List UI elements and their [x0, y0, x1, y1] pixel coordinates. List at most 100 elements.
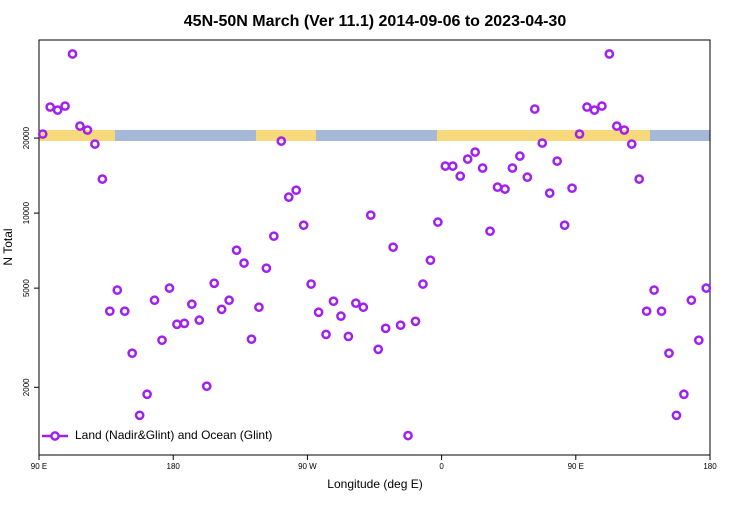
data-point: [552, 156, 563, 166]
data-point: [693, 335, 704, 346]
data-point: [209, 278, 220, 289]
x-tick-label: 0: [439, 462, 444, 471]
data-point: [597, 101, 607, 111]
data-point: [529, 104, 540, 114]
data-point: [679, 389, 689, 400]
data-point: [90, 139, 100, 149]
data-point: [45, 102, 56, 112]
x-tick-label: 90 W: [298, 462, 317, 471]
data-point: [492, 182, 503, 193]
data-point: [582, 102, 592, 112]
data-point: [82, 125, 93, 135]
data-point: [701, 283, 712, 293]
data-point: [313, 307, 324, 318]
data-point: [246, 334, 257, 345]
data-point: [186, 299, 197, 310]
legend-marker: [50, 431, 60, 441]
y-tick-label: 2000: [22, 378, 31, 396]
data-point: [440, 161, 451, 171]
data-point: [447, 161, 458, 171]
data-point: [671, 410, 682, 421]
data-point: [224, 295, 234, 306]
data-point: [567, 183, 577, 194]
data-point: [328, 296, 339, 307]
data-point: [261, 263, 272, 274]
data-point: [500, 184, 510, 194]
data-point: [619, 125, 630, 135]
data-point: [97, 174, 108, 184]
data-point: [634, 174, 645, 184]
y-tick-label: 20000: [22, 126, 31, 149]
data-point: [604, 49, 615, 59]
data-point: [485, 226, 495, 237]
data-point: [291, 185, 302, 196]
data-point: [231, 245, 242, 256]
data-point: [388, 242, 398, 253]
data-point: [373, 344, 384, 355]
data-point: [127, 348, 138, 359]
data-point: [522, 172, 533, 183]
data-point: [52, 105, 63, 115]
y-axis-label: N Total: [1, 228, 15, 265]
data-point: [380, 323, 391, 334]
data-point: [343, 331, 354, 342]
x-tick-label: 90 E: [31, 462, 47, 471]
x-tick-label: 90 E: [568, 462, 584, 471]
data-point: [365, 210, 376, 221]
data-point: [686, 295, 697, 306]
x-tick-label: 180: [167, 462, 181, 471]
data-point: [276, 136, 287, 146]
data-point: [142, 389, 152, 400]
data-point: [589, 105, 600, 115]
data-point: [395, 320, 406, 331]
map-strip: [39, 130, 710, 141]
data-point: [462, 154, 473, 164]
data-point: [410, 316, 421, 327]
data-point: [283, 192, 294, 202]
data-point: [574, 129, 585, 139]
legend-label: Land (Nadir&Glint) and Ocean (Glint): [75, 428, 272, 442]
data-point: [455, 171, 466, 181]
data-point: [626, 139, 637, 149]
data-point: [172, 319, 182, 330]
data-point: [239, 258, 249, 268]
data-point: [157, 335, 167, 346]
data-point: [194, 315, 205, 325]
data-point: [164, 283, 175, 293]
data-point: [351, 298, 361, 309]
data-point: [656, 306, 667, 317]
data-point: [254, 302, 264, 313]
data-point: [119, 306, 130, 317]
data-point: [336, 311, 346, 321]
data-point: [306, 279, 316, 289]
data-point: [67, 49, 78, 59]
plot-frame: [38, 39, 711, 456]
data-point: [418, 279, 428, 289]
data-point: [134, 410, 145, 421]
data-point: [649, 285, 659, 295]
data-point: [179, 318, 190, 329]
data-point: [216, 304, 227, 315]
data-point: [75, 121, 85, 131]
data-point: [269, 231, 279, 242]
data-point: [298, 220, 309, 231]
data-point: [477, 163, 488, 173]
data-point: [37, 129, 48, 139]
data-point: [358, 302, 369, 313]
data-point: [403, 430, 413, 441]
x-tick-label: 180: [703, 462, 717, 471]
x-axis-label: Longitude (deg E): [327, 477, 422, 491]
data-point: [507, 163, 518, 173]
data-point: [149, 295, 160, 306]
data-point: [201, 381, 212, 392]
data-point: [104, 306, 115, 317]
chart-title: 45N-50N March (Ver 11.1) 2014-09-06 to 2…: [184, 13, 567, 30]
data-point: [544, 188, 555, 198]
data-point: [321, 329, 331, 340]
data-point: [559, 220, 570, 231]
y-tick-label: 5000: [22, 279, 31, 297]
data-point: [112, 285, 123, 295]
data-point: [425, 255, 436, 266]
data-point: [60, 101, 70, 111]
